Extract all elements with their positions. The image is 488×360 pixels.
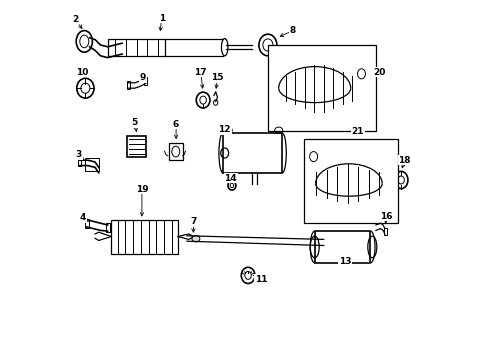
Bar	[107, 39, 165, 56]
Text: 18: 18	[398, 156, 410, 165]
Text: 7: 7	[190, 217, 196, 226]
Text: 3: 3	[76, 150, 82, 159]
Text: 15: 15	[211, 73, 224, 82]
Text: 8: 8	[289, 26, 296, 35]
Text: 6: 6	[173, 120, 179, 129]
Bar	[168, 143, 182, 160]
Bar	[267, 45, 375, 131]
Bar	[127, 136, 146, 157]
Bar	[85, 219, 88, 228]
Text: 5: 5	[131, 118, 138, 127]
Text: 12: 12	[218, 125, 230, 134]
Text: 2: 2	[72, 15, 78, 24]
Text: 17: 17	[194, 68, 206, 77]
Text: 10: 10	[76, 68, 88, 77]
Bar	[78, 159, 81, 166]
Text: 11: 11	[254, 275, 267, 284]
Text: 20: 20	[372, 68, 385, 77]
Bar	[144, 77, 147, 85]
Text: 21: 21	[351, 127, 364, 136]
Bar	[111, 220, 178, 254]
Text: 19: 19	[135, 185, 148, 194]
Text: 13: 13	[338, 256, 351, 266]
Ellipse shape	[192, 235, 200, 242]
Bar	[314, 231, 370, 263]
Bar	[85, 158, 99, 171]
Bar	[126, 81, 129, 89]
Text: 1: 1	[158, 14, 164, 23]
Bar	[384, 228, 386, 235]
Text: 16: 16	[380, 212, 392, 220]
Bar	[106, 223, 110, 232]
Bar	[223, 133, 282, 173]
Text: 4: 4	[80, 213, 86, 222]
Text: 9: 9	[140, 73, 146, 82]
Text: 14: 14	[224, 174, 237, 183]
Bar	[303, 139, 397, 223]
